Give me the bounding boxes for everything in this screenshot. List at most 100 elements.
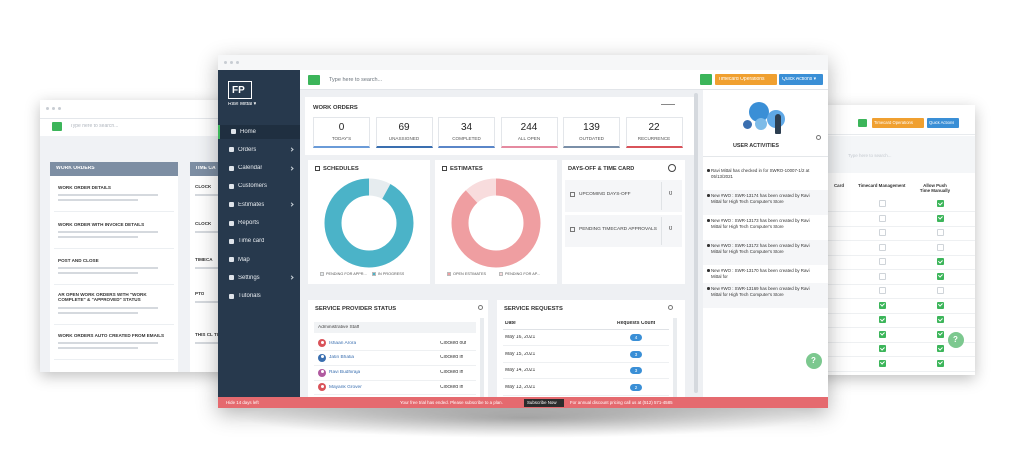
person-name: Ravi Budhiraja <box>329 370 361 376</box>
topbar-button[interactable]: Quick Actions ▾ <box>779 74 823 85</box>
checkbox[interactable] <box>937 301 944 309</box>
sidebar: FP Ravi Mittal ▾ Home Orders Calendar Custome… <box>218 70 300 397</box>
stat-value: 139 <box>583 122 600 133</box>
left-panel-2-item: PTO <box>195 291 205 296</box>
checkbox[interactable] <box>879 200 886 207</box>
menu-item[interactable]: Reports <box>218 217 300 231</box>
donut-segment[interactable] <box>324 178 414 268</box>
checkbox[interactable] <box>937 272 944 280</box>
subscribe-button[interactable]: Subscribe Now <box>524 398 564 407</box>
group-label: Administrative Staff <box>318 325 360 330</box>
checkbox[interactable] <box>879 316 886 323</box>
left-item-desc <box>58 307 158 309</box>
menu-item[interactable]: Map <box>218 253 300 267</box>
count-value: 3 <box>634 351 638 357</box>
left-panel-2-desc <box>195 301 225 303</box>
right-button[interactable]: Timecard Operations <box>872 118 924 128</box>
person-name: Ishaan Arora <box>329 340 357 346</box>
schedules-panel: SCHEDULES PENDING FOR APPR... IN PROGRESS <box>308 160 430 284</box>
donut-segment[interactable] <box>451 178 541 268</box>
right-column-header: Timecard Management <box>858 183 906 188</box>
count-badge: 3 <box>630 367 642 374</box>
checkbox[interactable] <box>937 214 944 222</box>
menu-item[interactable]: Orders <box>218 143 300 157</box>
panel-icon <box>315 166 320 171</box>
checkbox[interactable] <box>879 330 886 338</box>
right-green-button <box>858 119 867 127</box>
stat-card[interactable]: 139 OUTDATED <box>563 117 620 148</box>
activity-text: New #WO : SWR-13172 has been created by … <box>711 242 810 255</box>
legend-label: OPEN ESTIMATES <box>453 272 487 276</box>
checkbox[interactable] <box>879 243 886 251</box>
checkbox[interactable] <box>879 229 886 236</box>
logo: FP <box>228 81 252 99</box>
checkbox[interactable] <box>879 287 886 294</box>
checkbox[interactable] <box>879 359 886 367</box>
gear <box>743 120 752 129</box>
menu-icon <box>229 202 234 208</box>
checkbox[interactable] <box>937 200 944 207</box>
checkbox[interactable] <box>937 359 944 367</box>
checkbox[interactable] <box>879 272 886 280</box>
right-button[interactable]: Quick Actions <box>927 118 959 128</box>
checkbox[interactable] <box>879 345 886 352</box>
checkbox[interactable] <box>937 287 944 294</box>
footer-bar: Hide 14 days left Your free trial has end… <box>218 397 828 408</box>
stat-card[interactable]: 69 UNASSIGNED <box>375 117 433 148</box>
menu-item[interactable]: Estimates <box>218 198 300 212</box>
count-badge: 2 <box>630 383 642 391</box>
count-value: 2 <box>634 384 638 390</box>
scroll-track <box>673 318 677 397</box>
main-window: FP Ravi Mittal ▾ Home Orders Calendar Custome… <box>218 55 828 408</box>
checkbox[interactable] <box>879 214 886 222</box>
right-row-line <box>828 240 975 241</box>
checkbox[interactable] <box>879 258 886 265</box>
search-placeholder: Type here to search... <box>329 77 383 83</box>
stat-card[interactable]: 244 ALL OPEN <box>500 117 558 148</box>
right-column-header: Card <box>834 183 845 188</box>
checkmark <box>879 330 885 336</box>
checkbox[interactable] <box>879 301 886 309</box>
help-bubble[interactable]: ? <box>948 332 964 348</box>
right-row-line <box>828 312 975 314</box>
left-panel-2-title: TIME CA <box>195 166 216 171</box>
menu-item[interactable]: Home <box>218 125 300 139</box>
right-row-line <box>828 356 975 357</box>
checkbox[interactable] <box>937 330 944 338</box>
left-panel-item: WORK ORDER WITH INVOICE DETAILS <box>54 221 174 249</box>
activity-bullet <box>707 287 710 290</box>
search-button[interactable] <box>308 75 320 85</box>
stat-card[interactable]: 22 RECURRENCE <box>625 117 683 148</box>
checkbox[interactable] <box>937 345 944 352</box>
count-value: 4 <box>634 335 638 340</box>
menu-item[interactable]: Tutorials <box>218 290 300 304</box>
donut-segment[interactable] <box>451 178 541 268</box>
menu-item[interactable]: Settings <box>218 271 300 285</box>
item-value: 0 <box>669 191 673 197</box>
left-item-desc <box>58 342 158 344</box>
legend-swatch <box>499 272 503 276</box>
checkbox[interactable] <box>937 316 944 323</box>
menu-item[interactable]: Time card <box>218 235 300 249</box>
panel-icons <box>661 104 675 109</box>
stat-card[interactable]: 34 COMPLETED <box>438 117 495 148</box>
right-row-line <box>828 298 975 299</box>
left-panel-title: WORK ORDERS <box>56 166 95 171</box>
stat-label: TODAY'S <box>331 136 352 141</box>
menu-item[interactable]: Customers <box>218 180 300 194</box>
avatar-figure <box>320 355 324 359</box>
left-item-title: AR OPEN WORK ORDERS WITH "WORK COMPLETE"… <box>58 292 147 303</box>
stat-card[interactable]: 0 TODAY'S <box>313 117 370 148</box>
menu-item[interactable]: Calendar <box>218 162 300 176</box>
checkbox[interactable] <box>937 229 944 236</box>
help-bubble[interactable]: ? <box>806 353 822 369</box>
topbar-green-button[interactable] <box>700 74 712 85</box>
help-icon: ? <box>811 356 816 365</box>
checkbox[interactable] <box>937 258 944 265</box>
checkbox[interactable] <box>937 243 944 251</box>
topbar-button[interactable]: Timecard Operations <box>715 74 777 85</box>
activity-text: New #WO : SWR-13173 has been created by … <box>711 217 810 230</box>
activity-bullet <box>707 219 710 222</box>
left-panel-header <box>50 162 178 176</box>
